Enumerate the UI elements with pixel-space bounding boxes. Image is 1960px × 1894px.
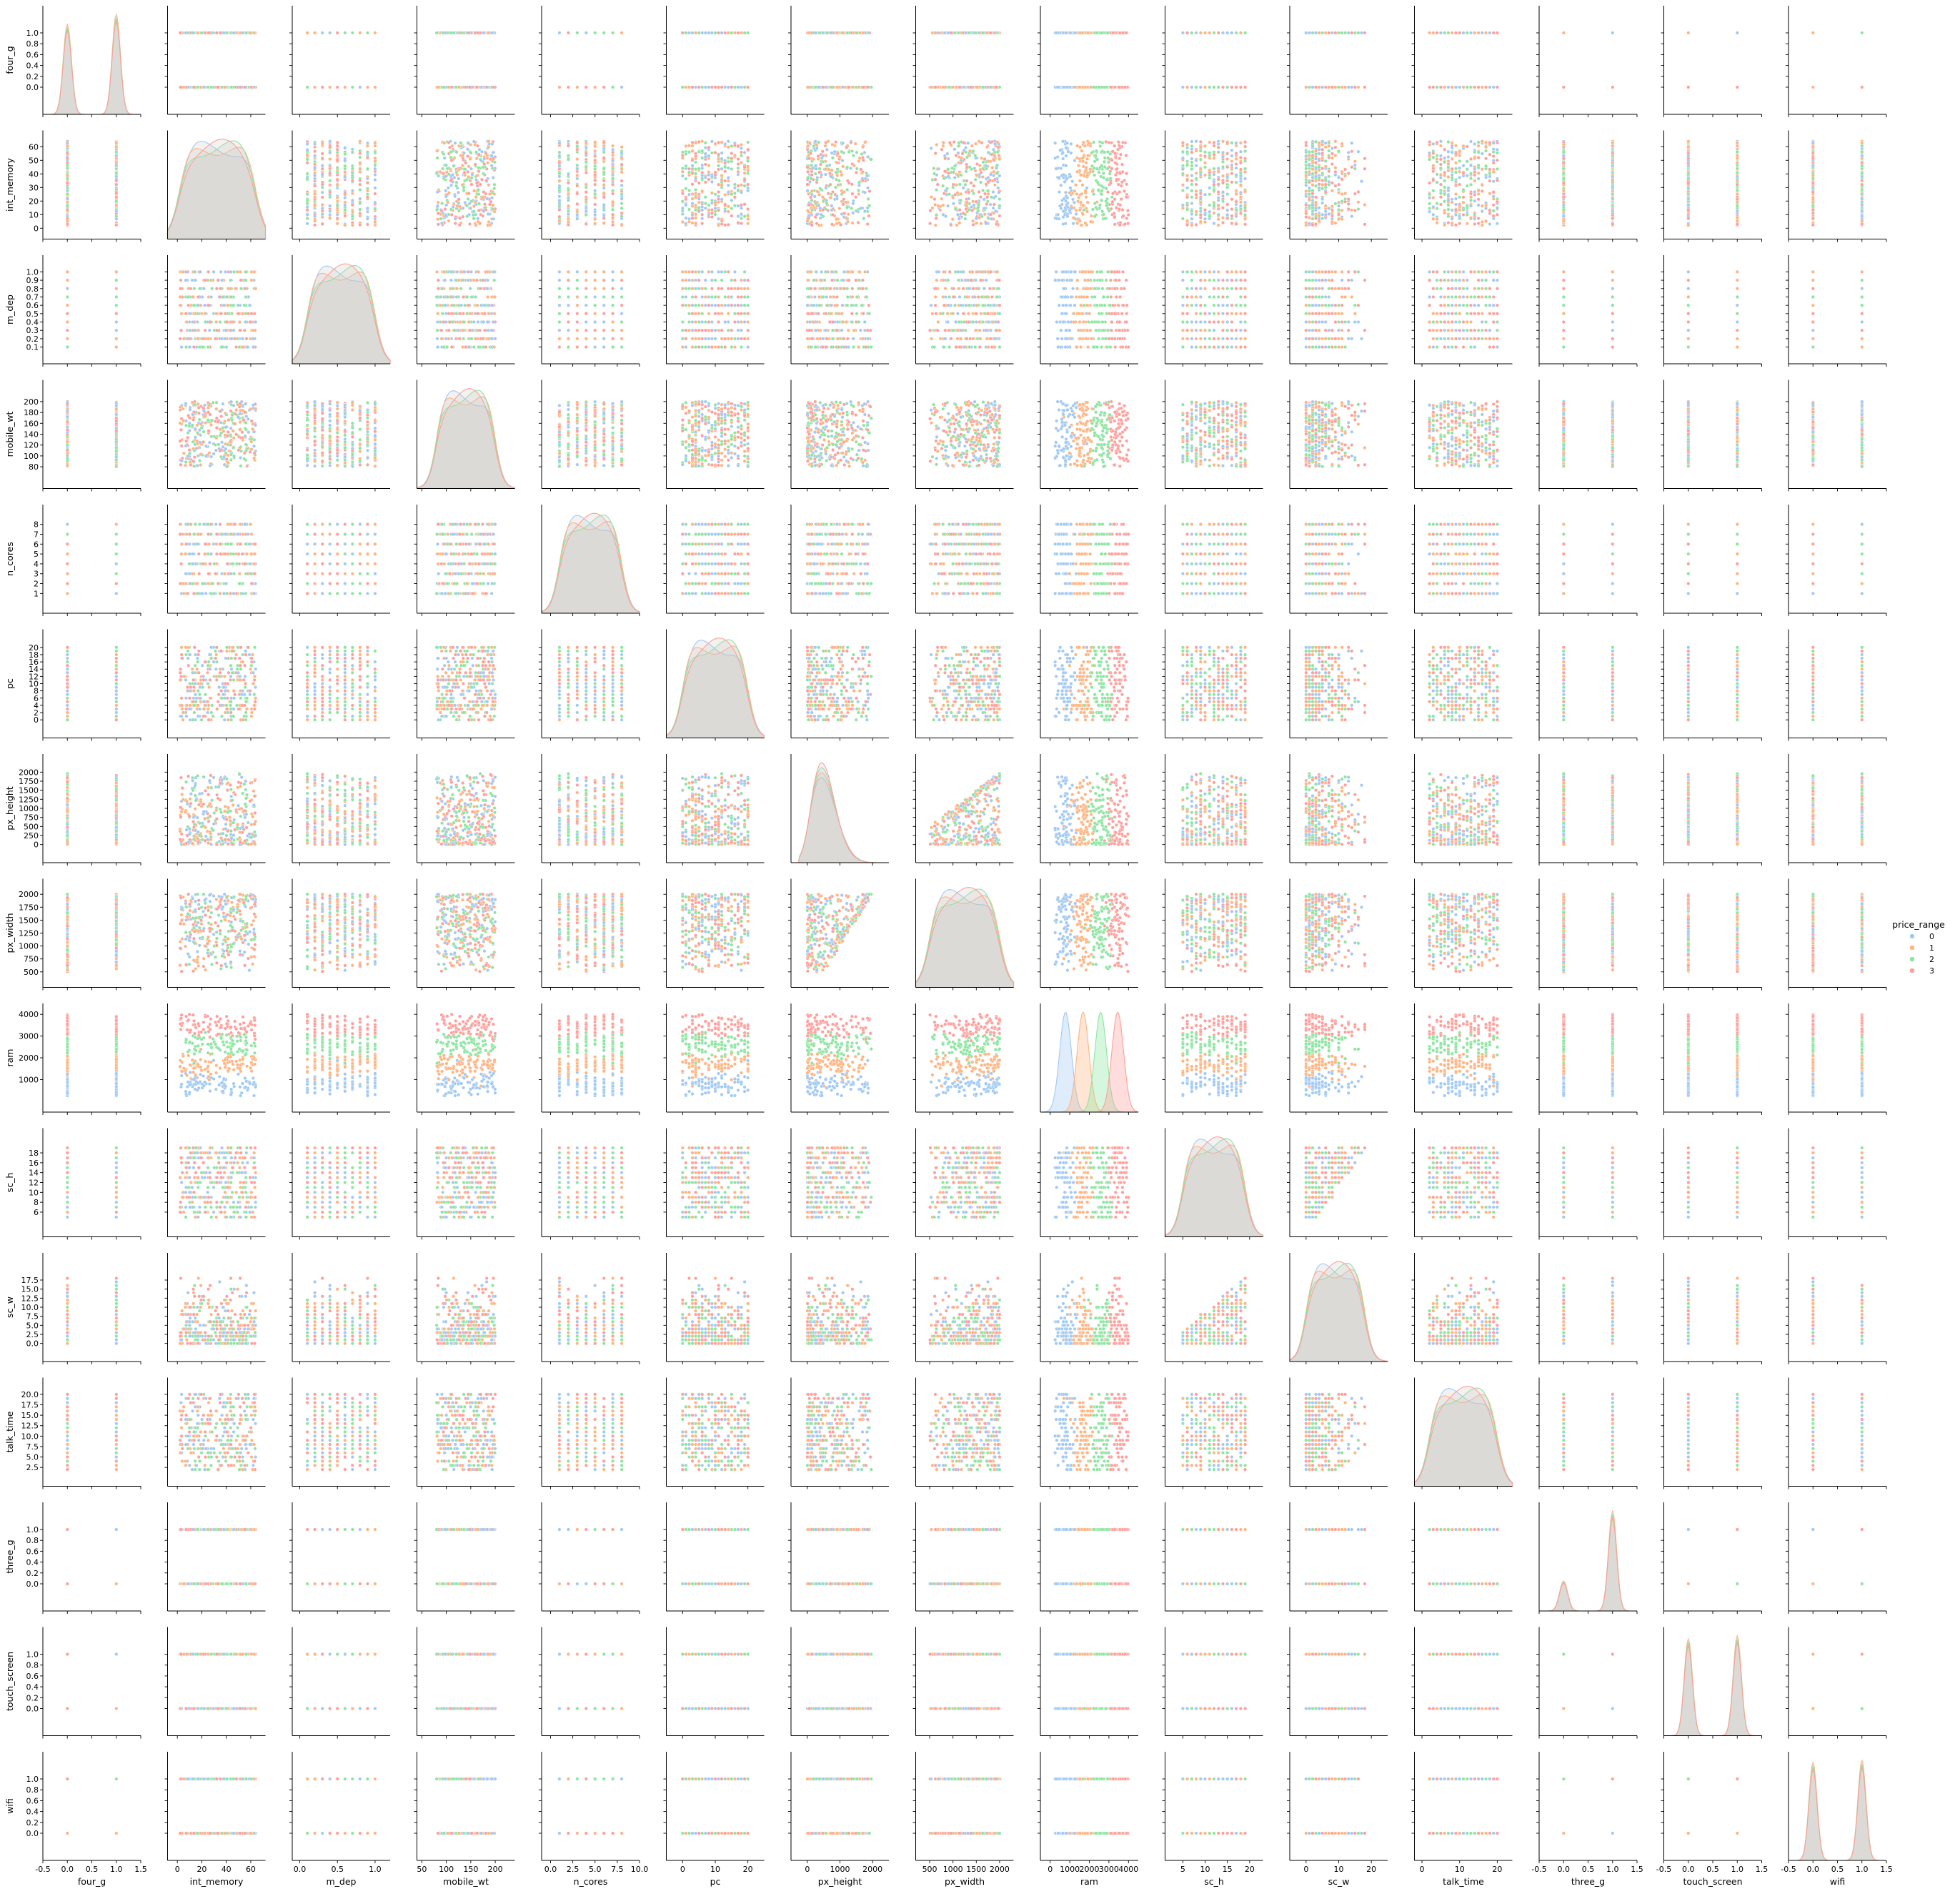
scatter-point [243, 86, 247, 89]
cell-four_g-vs-m_dep [289, 6, 390, 117]
scatter-point [241, 31, 244, 35]
y-tick-label: 0.6 [26, 50, 39, 59]
scatter-point [207, 86, 210, 89]
scatter-point [217, 86, 220, 89]
y-tick-label: 1.0 [26, 29, 39, 38]
y-tick-label: 0.0 [26, 83, 39, 92]
y-axis-label: four_g [4, 46, 15, 74]
scatter-point [191, 31, 194, 35]
scatter-point [179, 31, 182, 35]
kde-curve-class-1 [43, 14, 141, 114]
kde-curve-class-0 [43, 19, 141, 115]
scatter-point [223, 86, 227, 89]
scatter-point [184, 31, 188, 35]
scatter-point [179, 86, 183, 89]
scatter-point [219, 31, 222, 35]
scatter-point [250, 86, 254, 89]
scatter-point [210, 86, 214, 89]
scatter-point [207, 31, 211, 35]
scatter-point [197, 31, 200, 35]
cell-four_g-vs-four_g: 0.0 0.20.4 0.60.81.0 four_g [4, 6, 141, 117]
scatter-point [196, 86, 199, 89]
y-tick-label: 0.8 [26, 39, 39, 49]
pairplot-grid: 0.00.20.40.60.81.0four_g0102030405060int… [4, 6, 1893, 1887]
scatter-point [202, 86, 206, 89]
cell-four_g-vs-int_memory [165, 6, 266, 117]
scatter-point [222, 31, 226, 35]
kde-curve-class-3 [43, 22, 141, 115]
y-tick-label: 0.2 [26, 72, 39, 81]
scatter-point [244, 31, 248, 35]
scatter-point [200, 31, 204, 35]
y-tick-label: 0.4 [26, 61, 39, 71]
scatter-point [192, 86, 196, 89]
scatter-point [239, 86, 242, 89]
scatter-point [249, 31, 252, 35]
kde-curve-class-2 [43, 19, 141, 114]
scatter-point [215, 31, 219, 35]
scatter-point [232, 31, 236, 35]
